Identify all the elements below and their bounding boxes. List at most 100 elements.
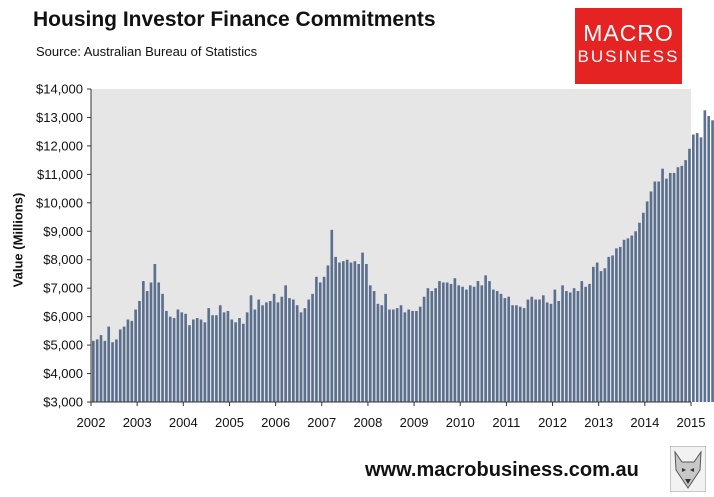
bar bbox=[307, 299, 311, 402]
bar bbox=[630, 235, 634, 402]
x-tick-label: 2003 bbox=[123, 415, 152, 430]
bar bbox=[645, 201, 649, 402]
x-tick-label: 2011 bbox=[492, 415, 520, 430]
bar bbox=[353, 261, 357, 402]
bar bbox=[195, 318, 199, 402]
bar bbox=[588, 283, 591, 402]
bar bbox=[622, 239, 626, 402]
bar bbox=[122, 326, 126, 402]
bar bbox=[565, 291, 568, 402]
bar bbox=[549, 303, 553, 402]
bar bbox=[492, 289, 495, 402]
bar bbox=[476, 281, 480, 402]
bar bbox=[284, 285, 287, 402]
bar bbox=[422, 296, 426, 402]
y-tick-label: $11,000 bbox=[37, 167, 83, 182]
bar bbox=[672, 172, 676, 402]
bar bbox=[618, 246, 622, 402]
bar bbox=[226, 310, 230, 402]
bar bbox=[276, 302, 280, 402]
bar bbox=[322, 276, 326, 402]
bar bbox=[153, 264, 157, 402]
bar bbox=[211, 315, 214, 402]
bar bbox=[203, 322, 207, 402]
bar bbox=[607, 256, 611, 402]
bar bbox=[676, 167, 680, 402]
bar bbox=[111, 342, 114, 402]
bar bbox=[626, 238, 630, 402]
fox-head-icon bbox=[670, 446, 706, 492]
bar bbox=[188, 325, 191, 402]
bar bbox=[272, 293, 276, 402]
bar bbox=[576, 291, 580, 402]
bar bbox=[215, 315, 218, 402]
bar bbox=[357, 264, 361, 402]
bar bbox=[388, 309, 391, 402]
bar bbox=[165, 310, 168, 402]
chart-subtitle: Source: Australian Bureau of Statistics bbox=[36, 44, 258, 59]
bar bbox=[303, 308, 307, 402]
bar bbox=[280, 296, 284, 402]
bar bbox=[342, 261, 345, 402]
bar bbox=[318, 282, 322, 402]
bar bbox=[295, 305, 299, 402]
bar bbox=[265, 302, 268, 402]
x-tick-label: 2010 bbox=[446, 415, 475, 430]
bar bbox=[161, 293, 164, 402]
bar bbox=[495, 291, 499, 402]
bar bbox=[384, 293, 387, 402]
bar bbox=[499, 293, 503, 402]
x-tick-label: 2009 bbox=[400, 415, 429, 430]
bar bbox=[530, 296, 534, 402]
bar bbox=[711, 120, 714, 403]
bar bbox=[653, 181, 657, 402]
bar bbox=[638, 222, 641, 402]
bar bbox=[326, 265, 330, 402]
bar bbox=[218, 305, 222, 402]
bar bbox=[238, 318, 241, 402]
bar bbox=[288, 298, 291, 402]
bar bbox=[172, 318, 176, 402]
bar bbox=[299, 312, 303, 402]
x-tick-label: 2012 bbox=[538, 415, 567, 430]
y-tick-label: $5,000 bbox=[43, 338, 83, 353]
bar bbox=[434, 288, 437, 402]
bar bbox=[507, 296, 511, 402]
bar bbox=[603, 268, 607, 402]
x-tick-label: 2008 bbox=[353, 415, 382, 430]
bar bbox=[345, 259, 349, 402]
bar bbox=[349, 262, 353, 402]
website-url[interactable]: www.macrobusiness.com.au bbox=[365, 459, 639, 481]
bar bbox=[430, 291, 434, 402]
bar bbox=[457, 285, 461, 402]
bar bbox=[503, 298, 507, 402]
bar bbox=[234, 322, 237, 402]
bar bbox=[207, 308, 211, 402]
macrobusiness-logo[interactable]: MACRO BUSINESS bbox=[575, 8, 682, 84]
x-tick-label: 2014 bbox=[630, 415, 659, 430]
bar bbox=[184, 313, 187, 402]
bar bbox=[230, 319, 234, 402]
bar bbox=[95, 339, 99, 402]
bar bbox=[465, 289, 468, 402]
bar bbox=[103, 340, 107, 402]
bar bbox=[99, 335, 103, 402]
bar bbox=[665, 178, 668, 402]
bar bbox=[615, 248, 618, 402]
bar bbox=[399, 305, 403, 402]
bar bbox=[149, 282, 153, 402]
bar bbox=[411, 310, 414, 402]
x-tick-label: 2007 bbox=[307, 415, 336, 430]
y-tick-label: $9,000 bbox=[43, 224, 83, 239]
bar bbox=[261, 305, 264, 402]
bar bbox=[242, 323, 245, 402]
bar bbox=[599, 271, 603, 402]
bar bbox=[480, 285, 484, 402]
bar bbox=[334, 256, 337, 402]
bar bbox=[592, 266, 595, 402]
bar bbox=[468, 285, 472, 402]
bar bbox=[538, 299, 541, 402]
bar bbox=[361, 252, 364, 402]
logo-line-2: BUSINESS bbox=[577, 47, 680, 66]
bar bbox=[572, 288, 576, 402]
